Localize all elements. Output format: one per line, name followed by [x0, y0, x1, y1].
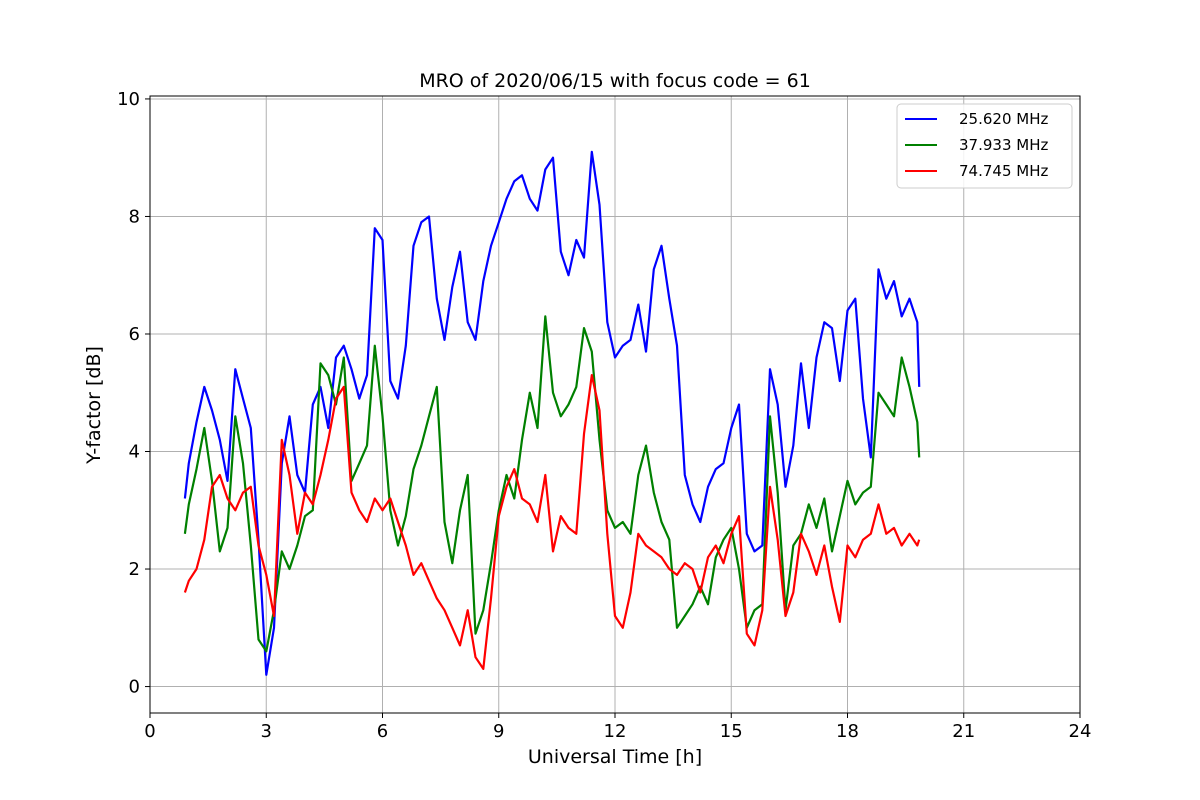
series-line-0: [183, 150, 921, 676]
x-tick-label: 0: [144, 721, 155, 742]
y-tick-label: 6: [129, 324, 140, 345]
grid: [149, 96, 1081, 713]
x-tick-label: 3: [261, 721, 272, 742]
y-axis: 0 2 4 6 8 10: [117, 89, 150, 698]
y-tick-label: 0: [129, 677, 140, 698]
y-tick-label: 2: [129, 559, 140, 580]
legend: 25.620 MHz 37.933 MHz 74.745 MHz: [896, 103, 1073, 189]
x-axis: 0 3 6 9 12 15 18 21 24: [144, 713, 1091, 742]
chart-title: MRO of 2020/06/15 with focus code = 61: [419, 70, 811, 92]
x-tick-label: 15: [720, 721, 743, 742]
x-tick-label: 18: [836, 721, 859, 742]
y-tick-label: 4: [129, 442, 140, 463]
x-tick-label: 24: [1069, 721, 1092, 742]
x-tick-label: 21: [952, 721, 975, 742]
legend-label: 37.933 MHz: [959, 136, 1048, 154]
y-axis-title: Y-factor [dB]: [83, 346, 105, 465]
x-tick-label: 9: [493, 721, 504, 742]
series-group: [183, 150, 921, 676]
legend-label: 74.745 MHz: [959, 162, 1048, 180]
legend-box: [896, 103, 1073, 189]
series-line-2: [183, 374, 921, 671]
legend-label: 25.620 MHz: [959, 110, 1048, 128]
y-tick-label: 10: [117, 89, 140, 110]
series-line-1: [183, 315, 921, 653]
y-tick-label: 8: [129, 206, 140, 227]
x-tick-label: 12: [604, 721, 627, 742]
x-tick-label: 6: [377, 721, 388, 742]
x-axis-title: Universal Time [h]: [528, 746, 702, 768]
